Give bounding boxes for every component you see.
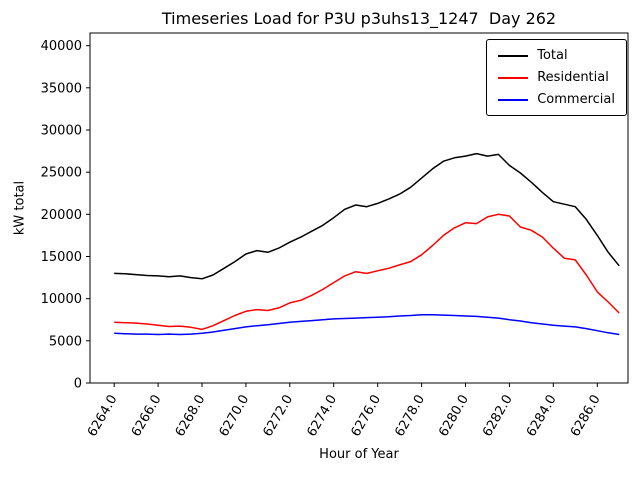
x-tick-label: 6274.0 [304, 393, 340, 440]
legend-item-commercial: Commercial [498, 92, 615, 107]
legend-line-sample-commercial [498, 98, 529, 101]
axes-frame [89, 32, 629, 384]
series-line-residential [114, 213, 620, 331]
legend-line-sample-residential [498, 76, 529, 79]
x-axis-label: Hour of Year [319, 447, 399, 462]
x-tick-label: 6280.0 [436, 393, 472, 440]
x-tick-label: 6272.0 [261, 393, 297, 440]
x-tick-label: 6268.0 [173, 393, 209, 440]
x-tick-label: 6270.0 [217, 393, 253, 440]
legend-label-commercial: Commercial [537, 92, 615, 107]
y-tick-label: 0 [74, 377, 82, 392]
legend-item-total: Total [498, 48, 615, 63]
y-tick-label: 15000 [41, 250, 82, 265]
x-tick-label: 6284.0 [524, 393, 560, 440]
x-tick-label: 6278.0 [392, 393, 428, 440]
series-line-commercial [114, 313, 620, 336]
y-tick-label: 20000 [41, 208, 82, 223]
x-tick-label: 6264.0 [85, 393, 121, 440]
y-tick-label: 30000 [41, 124, 82, 139]
x-tick-label: 6276.0 [348, 393, 384, 440]
y-tick-label: 35000 [41, 81, 82, 96]
legend-item-residential: Residential [498, 70, 615, 85]
x-tick-label: 6266.0 [129, 393, 165, 440]
y-tick-label: 10000 [41, 292, 82, 307]
legend-line-sample-total [498, 54, 529, 57]
y-tick-label: 5000 [49, 334, 82, 349]
legend: Total Residential Commercial [486, 39, 627, 116]
x-tick-label: 6282.0 [480, 393, 516, 440]
x-tick-label: 6286.0 [568, 393, 604, 440]
legend-label-residential: Residential [537, 70, 609, 85]
series-line-total [114, 152, 620, 280]
chart-title: Timeseries Load for P3U p3uhs13_1247 Day… [161, 9, 557, 28]
legend-label-total: Total [537, 48, 568, 63]
y-tick-label: 25000 [41, 166, 82, 181]
y-tick-label: 40000 [41, 39, 82, 54]
